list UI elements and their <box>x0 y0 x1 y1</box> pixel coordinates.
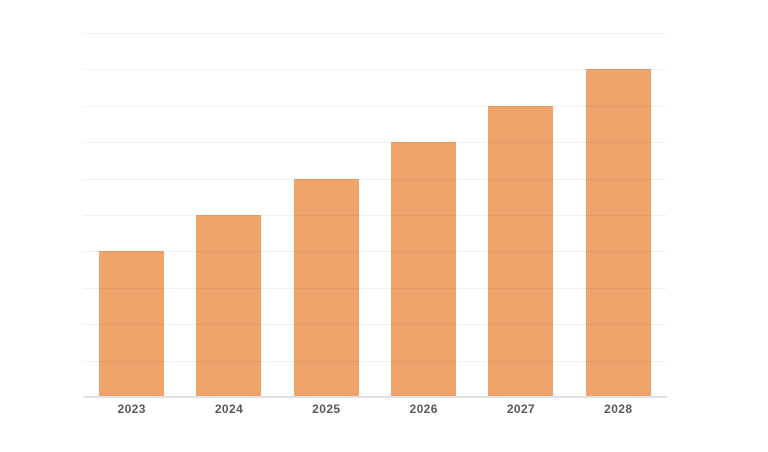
bar[interactable] <box>196 215 262 397</box>
plot-area <box>83 33 667 398</box>
bar-slot <box>83 33 180 397</box>
bar-slot <box>375 33 472 397</box>
bar[interactable] <box>488 105 554 397</box>
bar[interactable] <box>391 142 457 397</box>
x-axis-label: 2028 <box>604 402 633 416</box>
bar[interactable] <box>99 251 165 397</box>
bar-slot <box>180 33 277 397</box>
x-axis-label: 2024 <box>214 402 244 416</box>
x-axis-labels: 2023 2024 2025 2026 2027 2028 <box>83 402 667 416</box>
bar[interactable] <box>293 178 359 397</box>
bars-row <box>83 33 667 397</box>
bar-slot <box>278 33 375 397</box>
bar[interactable] <box>585 69 651 397</box>
bar-slot <box>570 33 667 397</box>
x-axis-label: 2023 <box>117 402 146 416</box>
bar-slot <box>472 33 569 397</box>
x-axis-label: 2025 <box>312 402 341 416</box>
x-axis-label: 2027 <box>506 402 536 416</box>
x-axis-line <box>83 396 667 398</box>
x-axis-label: 2026 <box>409 402 438 416</box>
